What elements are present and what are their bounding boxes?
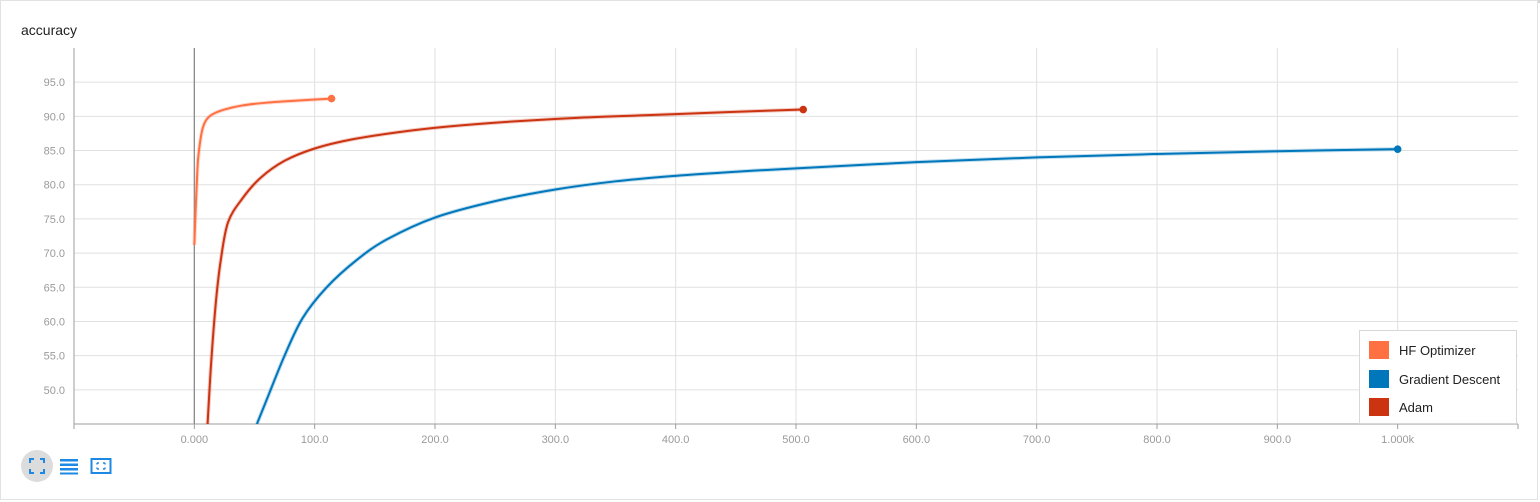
legend-label-adam: Adam [1399, 399, 1433, 415]
list-icon [60, 459, 78, 475]
legend-label-hf-optimizer: HF Optimizer [1399, 342, 1476, 358]
x-tick-label: 900.0 [1264, 434, 1292, 446]
series-line-adam [206, 108, 804, 424]
y-tick-label: 85.0 [44, 146, 65, 158]
y-tick-label: 55.0 [44, 351, 65, 363]
series-halo-adam [205, 107, 804, 424]
legend-label-gradient-descent: Gradient Descent [1399, 371, 1501, 387]
x-tick-label: 200.0 [421, 434, 449, 446]
y-tick-label: 80.0 [44, 180, 65, 192]
x-tick-label: 500.0 [782, 434, 810, 446]
series-endpoint-gradient-descent [1393, 145, 1402, 153]
series-line-hf-optimizer [193, 97, 332, 245]
legend-item-hf-optimizer: HF Optimizer [1369, 340, 1476, 360]
series-endpoint-adam [799, 105, 808, 114]
y-tick-label: 50.0 [44, 385, 65, 397]
y-tick-label: 95.0 [44, 77, 65, 89]
y-tick-label: 60.0 [44, 316, 65, 328]
legend-swatch-gradient-descent [1369, 370, 1389, 388]
y-tick-label: 75.0 [44, 214, 65, 226]
x-tick-label: 600.0 [903, 434, 931, 446]
expand-icon [29, 458, 45, 474]
legend-item-adam: Adam [1369, 397, 1433, 417]
x-tick-label: 100.0 [301, 434, 329, 446]
chart-title: accuracy [21, 22, 78, 38]
y-tick-label: 70.0 [44, 248, 65, 260]
legend-swatch-adam [1369, 398, 1389, 416]
fit-domain-button[interactable] [21, 450, 53, 482]
x-tick-label: 0.000 [181, 434, 209, 446]
selection-icon [90, 458, 112, 474]
series-layer [192, 94, 1402, 424]
tick-labels: 50.0 55.0 60.0 65.0 70.0 75.0 80.0 85.0 90.0 95.0… [44, 77, 1415, 446]
select-region-button[interactable] [85, 450, 117, 482]
series-halo-hf-optimizer [192, 96, 332, 245]
series-line-gradient-descent [255, 148, 1398, 424]
x-tick-label: 700.0 [1023, 434, 1051, 446]
x-tick-label: 800.0 [1143, 434, 1171, 446]
legend-item-gradient-descent: Gradient Descent [1369, 369, 1500, 389]
x-tick-label: 1.000k [1381, 434, 1415, 446]
grid-layer [74, 48, 1518, 424]
x-tick-label: 400.0 [662, 434, 690, 446]
y-tick-label: 90.0 [44, 111, 65, 123]
x-tick-label: 300.0 [542, 434, 570, 446]
chart-legend: HF Optimizer Gradient Descent Adam [1359, 330, 1517, 424]
toggle-log-scale-button[interactable] [53, 450, 85, 482]
legend-swatch-hf-optimizer [1369, 341, 1389, 359]
series-halo-gradient-descent [255, 147, 1398, 424]
y-tick-label: 65.0 [44, 282, 65, 294]
series-endpoint-hf-optimizer [327, 94, 336, 103]
